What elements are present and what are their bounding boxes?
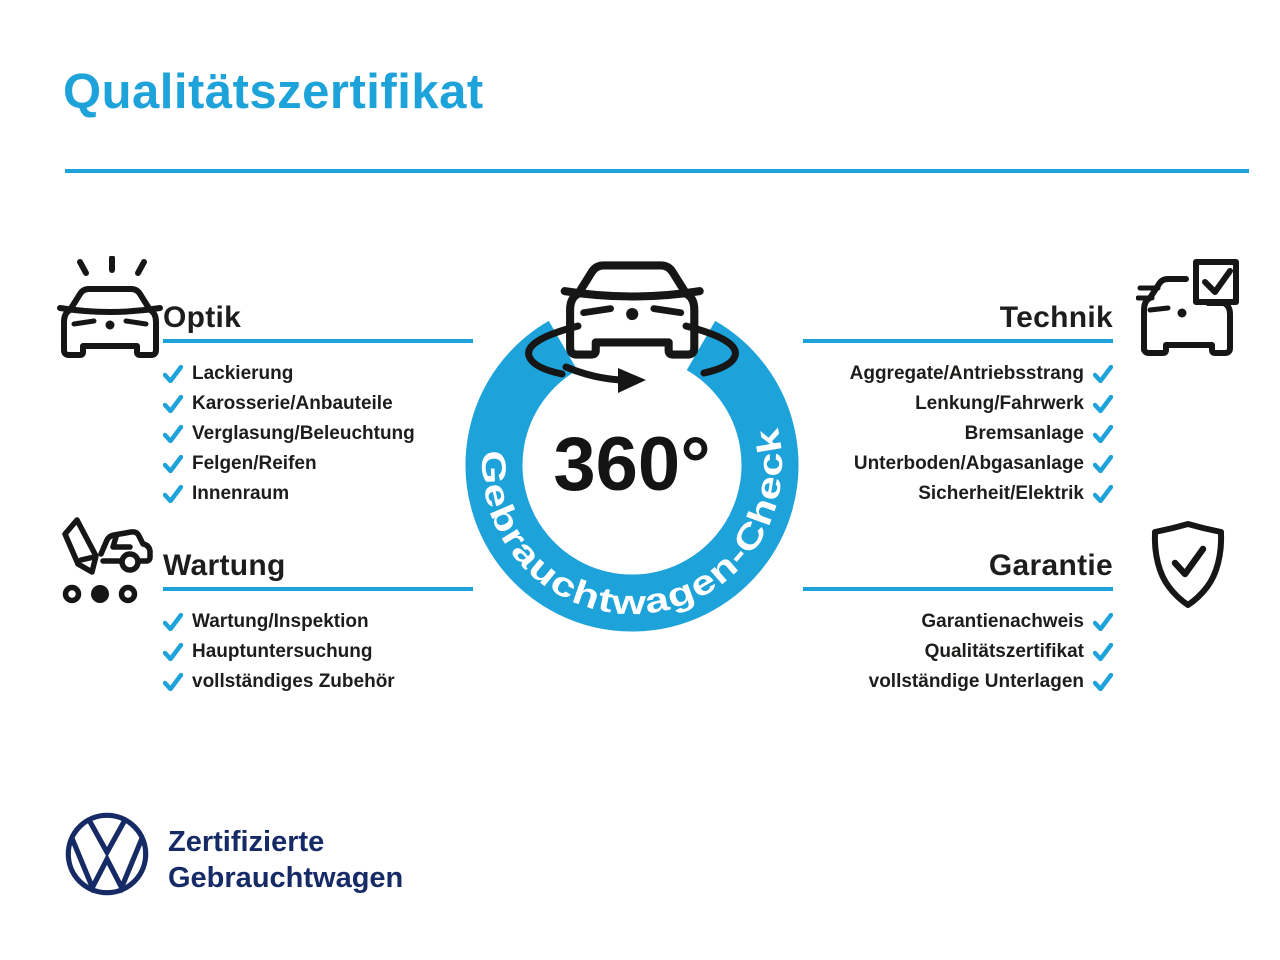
list-item: Wartung/Inspektion: [163, 607, 473, 637]
section-wartung-divider: [163, 587, 473, 591]
section-garantie-list: Garantienachweis Qualitätszertifikat vol…: [803, 607, 1113, 697]
check-icon: [163, 395, 183, 413]
list-item-label: Wartung/Inspektion: [192, 611, 369, 632]
badge-ring: [465, 320, 799, 632]
list-item-label: Lackierung: [192, 363, 294, 384]
check-icon: [163, 365, 183, 383]
list-item: Karosserie/Anbauteile: [163, 389, 473, 419]
list-item: Aggregate/Antriebsstrang: [803, 359, 1113, 389]
check-icon: [163, 673, 183, 691]
list-item-label: Aggregate/Antriebsstrang: [849, 363, 1084, 384]
check-icon: [163, 613, 183, 631]
list-item: Bremsanlage: [803, 419, 1113, 449]
footer-line-2: Gebrauchtwagen: [168, 862, 404, 894]
check-icon: [1093, 673, 1113, 691]
section-wartung-list: Wartung/Inspektion Hauptuntersuchung vol…: [163, 607, 473, 697]
list-item-label: Qualitätszertifikat: [924, 641, 1084, 662]
section-technik: Technik Aggregate/Antriebsstrang Lenkung…: [803, 296, 1113, 509]
footer-brand-text: Zertifizierte Gebrauchtwagen: [168, 824, 403, 896]
section-garantie: Garantie Garantienachweis Qualitätszerti…: [803, 544, 1113, 697]
check-icon: [163, 425, 183, 443]
list-item: Qualitätszertifikat: [803, 637, 1113, 667]
list-item: Felgen/Reifen: [163, 449, 473, 479]
list-item: vollständige Unterlagen: [803, 667, 1113, 697]
list-item-label: vollständiges Zubehör: [192, 671, 395, 692]
check-icon: [1093, 365, 1113, 383]
list-item: Hauptuntersuchung: [163, 637, 473, 667]
list-item-label: Verglasung/Beleuchtung: [192, 423, 415, 444]
list-item: Verglasung/Beleuchtung: [163, 419, 473, 449]
list-item: Innenraum: [163, 479, 473, 509]
car-checkbox-icon: [1136, 258, 1242, 358]
list-item-label: Garantienachweis: [921, 611, 1084, 632]
list-item: Garantienachweis: [803, 607, 1113, 637]
list-item-label: Innenraum: [192, 483, 290, 504]
section-optik: Optik Lackierung Karosserie/Anbauteile V…: [163, 296, 473, 509]
check-icon: [163, 643, 183, 661]
list-item-label: Lenkung/Fahrwerk: [915, 393, 1084, 414]
check-icon: [1093, 613, 1113, 631]
page-title: Qualitätszertifikat: [63, 65, 484, 119]
badge-360: Gebrauchtwagen-Check 360°: [465, 246, 799, 632]
check-icon: [163, 455, 183, 473]
list-item: vollständiges Zubehör: [163, 667, 473, 697]
list-item-label: Unterboden/Abgasanlage: [853, 453, 1084, 474]
rotating-car-icon: [525, 265, 739, 393]
section-garantie-divider: [803, 587, 1113, 591]
list-item: Lackierung: [163, 359, 473, 389]
list-item-label: Karosserie/Anbauteile: [192, 393, 393, 414]
pencil-car-icon: [56, 512, 158, 610]
section-garantie-title: Garantie: [988, 549, 1113, 582]
list-item: Lenkung/Fahrwerk: [803, 389, 1113, 419]
check-icon: [1093, 485, 1113, 503]
section-technik-list: Aggregate/Antriebsstrang Lenkung/Fahrwer…: [803, 359, 1113, 509]
section-optik-divider: [163, 339, 473, 343]
check-icon: [1093, 455, 1113, 473]
shield-check-icon: [1146, 518, 1230, 612]
list-item-label: Felgen/Reifen: [192, 453, 317, 474]
check-icon: [1093, 395, 1113, 413]
car-shine-icon: [56, 256, 164, 362]
check-icon: [163, 485, 183, 503]
title-divider: [65, 169, 1249, 173]
section-wartung-title: Wartung: [163, 549, 286, 582]
check-icon: [1093, 643, 1113, 661]
badge-degrees: 360°: [553, 422, 710, 507]
section-wartung: Wartung Wartung/Inspektion Hauptuntersuc…: [163, 544, 473, 697]
footer-line-1: Zertifizierte: [168, 826, 325, 858]
check-icon: [1093, 425, 1113, 443]
list-item-label: Sicherheit/Elektrik: [918, 483, 1084, 504]
list-item: Sicherheit/Elektrik: [803, 479, 1113, 509]
section-technik-title: Technik: [999, 301, 1113, 334]
section-technik-divider: [803, 339, 1113, 343]
vw-logo: [64, 811, 150, 897]
section-optik-list: Lackierung Karosserie/Anbauteile Verglas…: [163, 359, 473, 509]
list-item-label: Bremsanlage: [964, 423, 1084, 444]
list-item-label: Hauptuntersuchung: [192, 641, 373, 662]
section-optik-title: Optik: [163, 301, 242, 334]
list-item: Unterboden/Abgasanlage: [803, 449, 1113, 479]
list-item-label: vollständige Unterlagen: [868, 671, 1084, 692]
